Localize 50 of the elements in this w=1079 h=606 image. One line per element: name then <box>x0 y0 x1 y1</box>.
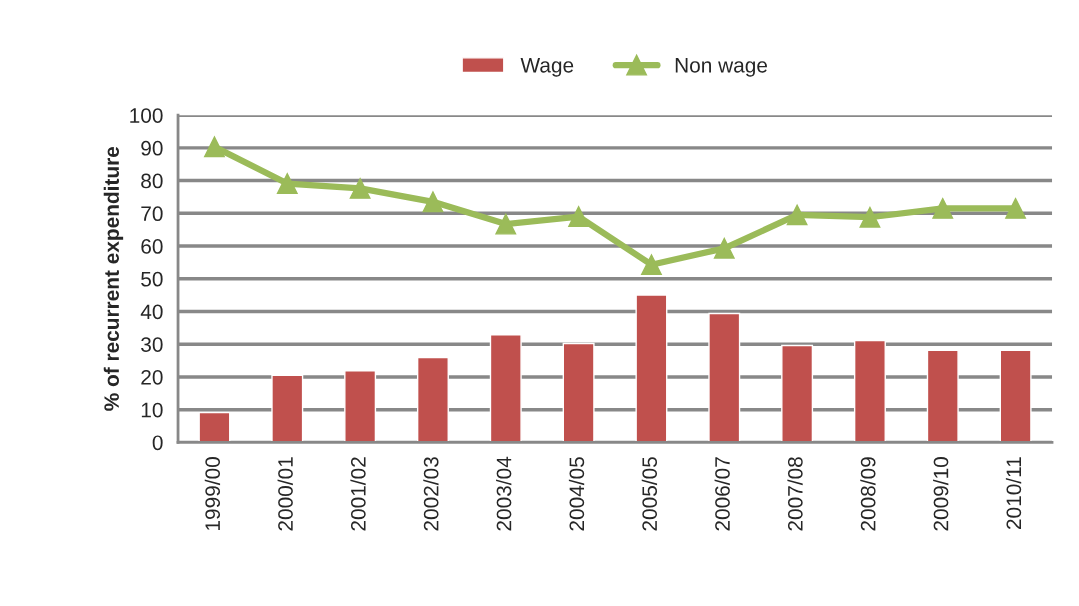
point <box>495 213 517 235</box>
y-tick-label: 40 <box>140 304 163 320</box>
y-tick-label: 80 <box>141 173 163 189</box>
legend-label: Wage <box>520 58 574 77</box>
y-tick-label: 100 <box>130 108 163 123</box>
bar <box>562 342 595 443</box>
point <box>568 206 590 228</box>
y-tick-label: 70 <box>141 206 163 222</box>
bar <box>489 334 522 443</box>
y-tick-label: 60 <box>141 239 163 254</box>
point <box>1005 197 1027 219</box>
point <box>276 173 298 194</box>
y-tick-label: 30 <box>141 337 163 352</box>
x-tick-label: 2000/01 <box>277 457 293 531</box>
x-tick-label: 2007/08 <box>787 457 803 531</box>
point <box>932 197 954 219</box>
bar <box>781 344 814 443</box>
y-axis-title: % of recurrent expenditure <box>103 146 124 411</box>
bar <box>853 339 886 443</box>
x-tick-label: 2001/02 <box>350 457 366 531</box>
y-tick-label: 0 <box>152 435 163 451</box>
x-tick-label: 2002/03 <box>423 457 439 531</box>
point <box>713 237 735 259</box>
bar <box>198 411 231 443</box>
x-tick-label: 2009/10 <box>933 457 949 531</box>
x-tick-label: 2008/09 <box>860 457 876 531</box>
y-tick-label: 10 <box>141 402 163 418</box>
point <box>641 254 662 276</box>
bar <box>271 374 304 443</box>
x-tick-label: 2005/05 <box>641 457 658 531</box>
bar <box>708 312 741 443</box>
x-tick-label: 1999/00 <box>204 457 221 530</box>
point <box>204 136 225 158</box>
point <box>349 178 371 199</box>
x-tick-label: 2003/04 <box>496 456 512 531</box>
x-tick-label: 2010/11 <box>1005 457 1022 529</box>
bar <box>926 349 959 443</box>
y-tick-label: 90 <box>141 140 163 156</box>
point <box>859 206 881 228</box>
x-tick-label: 2006/07 <box>714 457 730 531</box>
bar <box>635 294 668 443</box>
x-tick-label: 2004/05 <box>568 457 585 531</box>
point <box>786 204 808 226</box>
bar <box>999 349 1032 443</box>
y-tick-label: 20 <box>141 369 163 385</box>
point <box>422 191 444 213</box>
y-tick-label: 50 <box>141 271 163 287</box>
bar <box>344 370 377 443</box>
bar <box>416 356 449 443</box>
legend-label: Non wage <box>675 58 767 77</box>
